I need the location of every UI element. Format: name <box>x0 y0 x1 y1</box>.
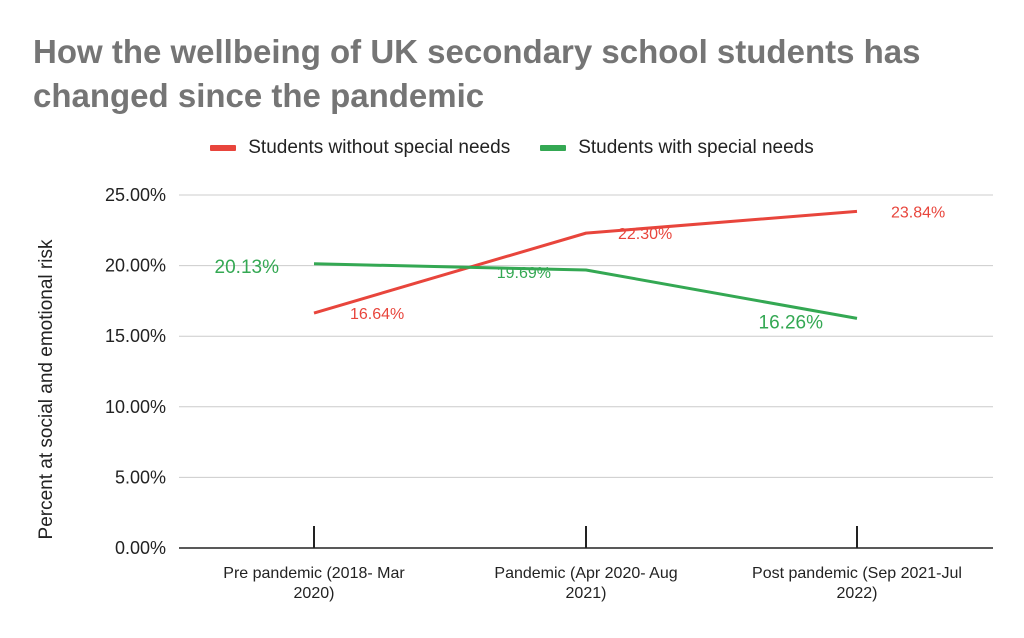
y-tick-label: 20.00% <box>105 256 166 276</box>
data-label: 16.64% <box>350 306 404 323</box>
data-label: 19.69% <box>497 265 551 282</box>
y-axis-title: Percent at social and emotional risk <box>36 239 57 539</box>
chart-title: How the wellbeing of UK secondary school… <box>33 33 921 114</box>
series-line-0 <box>313 209 858 315</box>
y-tick-label: 15.00% <box>105 326 166 346</box>
series-line-1 <box>313 262 858 320</box>
y-tick-label: 0.00% <box>115 538 166 558</box>
legend: Students without special needs Students … <box>0 134 1024 162</box>
data-label: 20.13% <box>215 257 280 278</box>
legend-item-series-1: Students with special needs <box>540 137 814 159</box>
legend-swatch-series-1 <box>540 145 567 151</box>
x-tick-label: Pre pandemic (2018- Mar 2020) <box>223 565 405 602</box>
legend-label-series-0: Students without special needs <box>248 137 511 158</box>
x-tick-label: Pandemic (Apr 2020- Aug 2021) <box>494 565 677 602</box>
legend-label-series-1: Students with special needs <box>578 137 814 158</box>
data-label: 16.26% <box>759 312 824 333</box>
y-tick-label: 5.00% <box>115 467 166 487</box>
x-tick-label: Post pandemic (Sep 2021-Jul 2022) <box>752 565 962 602</box>
legend-item-series-0: Students without special needs <box>210 137 510 159</box>
legend-swatch-series-0 <box>210 145 237 151</box>
y-tick-label: 10.00% <box>105 397 166 417</box>
y-tick-label: 25.00% <box>105 185 166 205</box>
data-label: 22.30% <box>618 226 672 243</box>
data-label: 23.84% <box>891 204 945 221</box>
